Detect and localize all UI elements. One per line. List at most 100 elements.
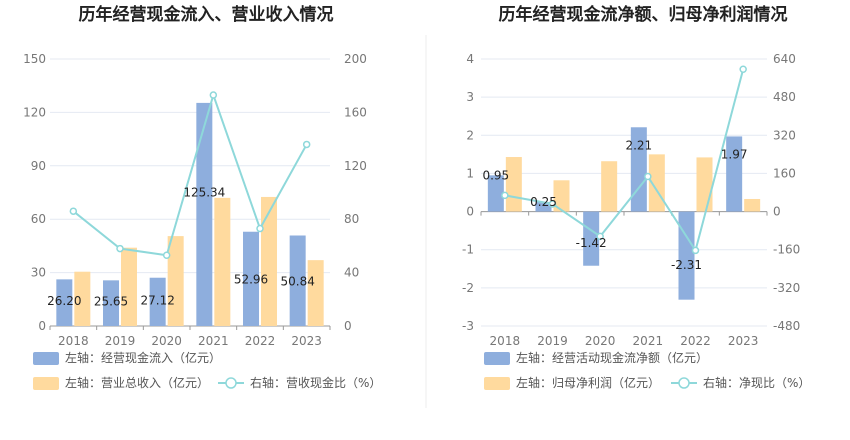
chart1-ratio-point [302, 140, 311, 149]
chart2-ratio-point [691, 246, 700, 255]
chart1-left-tick-label: 0 [38, 319, 46, 333]
chart2-right-tick-label: 160 [773, 166, 796, 180]
chart1-right-tick-label: 0 [344, 319, 352, 333]
chart2-left-tick-label: -2 [462, 281, 474, 295]
chart2-left-tick-label: 4 [466, 52, 474, 66]
chart2-legend-swatch [484, 352, 510, 365]
chart2-bar-primary [535, 202, 552, 212]
chart1-legend-label: 右轴：营收现金比（%） [250, 375, 381, 390]
chart1-bar-primary [149, 277, 166, 326]
chart1-data-label: 125.34 [183, 186, 225, 200]
chart1-x-tick-label: 2018 [58, 334, 89, 348]
chart1-bar-secondary [121, 247, 137, 326]
chart1-data-label: 26.20 [47, 294, 81, 308]
chart1-legend-label: 左轴：营业总收入（亿元） [65, 375, 209, 390]
chart2-ratio-point [501, 191, 509, 200]
chart2-data-label: 0.95 [482, 168, 509, 182]
chart2-ratio-point [596, 232, 604, 241]
chart2-bar-primary [726, 136, 743, 212]
chart2-bar-secondary [744, 198, 761, 212]
chart1-bar-secondary [307, 260, 324, 326]
chart1-legend-swatch [33, 352, 59, 365]
chart1-bar-secondary [167, 236, 184, 326]
chart2-legend-label: 左轴：归母净利润（亿元） [516, 375, 660, 390]
chart2-bar-secondary [696, 157, 713, 212]
chart2-bar-primary [487, 175, 504, 212]
chart2-left-tick-label: -3 [462, 319, 474, 333]
chart2-x-tick-label: 2023 [728, 334, 759, 348]
chart1-ratio-point [116, 244, 124, 253]
chart2-data-label: 1.97 [721, 147, 748, 161]
chart2-ratio-point [739, 65, 747, 74]
chart2-x-tick-label: 2022 [680, 334, 711, 348]
chart2-data-label: -2.31 [671, 258, 702, 272]
chart1-right-tick-label: 120 [344, 159, 367, 173]
chart2-bar-secondary [553, 180, 570, 212]
chart2-left-tick-label: 3 [466, 90, 474, 104]
chart1-x-tick-label: 2022 [245, 334, 276, 348]
chart1-x-tick-label: 2021 [198, 334, 229, 348]
chart2-left-tick-label: 2 [466, 128, 474, 142]
chart2-legend-marker [678, 377, 690, 389]
chart1-ratio-point [209, 91, 218, 99]
chart1-left-tick-label: 60 [31, 212, 46, 226]
chart2-data-label: -1.42 [576, 236, 607, 250]
chart2-left-tick-label: 1 [466, 166, 474, 180]
chart2-x-tick-label: 2020 [585, 334, 616, 348]
chart1-bar-primary [103, 280, 119, 326]
chart2-right-tick-label: 480 [773, 90, 796, 104]
chart2-legend-swatch [484, 377, 510, 390]
chart1-data-label: 25.65 [94, 294, 128, 308]
chart1-title: 历年经营现金流入、营业收入情况 [79, 4, 334, 25]
chart1-data-label: 52.96 [234, 273, 268, 287]
chart1-left-tick-label: 30 [31, 266, 46, 280]
chart1-x-tick-label: 2019 [105, 334, 136, 348]
chart1-ratio-point [69, 207, 78, 215]
chart1-x-tick-label: 2023 [291, 334, 322, 348]
chart1-x-tick-label: 2020 [151, 334, 182, 348]
chart1-legend-marker [225, 377, 237, 389]
chart1-right-tick-label: 80 [344, 212, 359, 226]
chart2-right-tick-label: 640 [773, 52, 796, 66]
chart1-right-tick-label: 40 [344, 266, 359, 280]
chart2-bar-primary [630, 127, 647, 212]
chart2-legend-label: 左轴：经营活动现金流净额（亿元） [516, 350, 708, 365]
chart2-bar-secondary [601, 161, 618, 212]
chart2-right-tick-label: -320 [773, 281, 800, 295]
chart2-legend-label: 右轴：净现比（%） [703, 375, 810, 390]
chart2-ratio-point [644, 172, 652, 181]
chart1-bar-primary [196, 102, 213, 326]
chart1-bar-primary [56, 279, 73, 326]
chart1-bar-secondary [74, 271, 91, 326]
chart1-legend-label: 左轴：经营现金流入（亿元） [65, 350, 221, 365]
chart1-left-tick-label: 120 [23, 105, 46, 119]
chart2-data-label: 2.21 [625, 138, 652, 152]
chart1-ratio-point [162, 251, 171, 259]
chart2-bar-secondary [505, 157, 522, 212]
chart1-right-tick-label: 200 [344, 52, 367, 66]
chart1-data-label: 50.84 [280, 274, 314, 288]
chart2-right-tick-label: 320 [773, 128, 796, 142]
chart1-bar-secondary [214, 197, 231, 326]
chart2-right-tick-label: -480 [773, 319, 800, 333]
chart1-bar-primary [289, 235, 306, 326]
chart2-x-tick-label: 2018 [490, 334, 521, 348]
chart2-right-tick-label: 0 [773, 205, 781, 219]
chart1-bar-secondary [261, 196, 277, 326]
chart1-ratio-point [256, 224, 264, 233]
chart2-right-tick-label: -160 [773, 243, 800, 257]
chart2-left-tick-label: 0 [466, 205, 474, 219]
chart2-ratio-line [504, 68, 745, 253]
chart1-ratio-line [72, 91, 308, 257]
chart1-right-tick-label: 160 [344, 105, 367, 119]
chart2-x-tick-label: 2019 [537, 334, 568, 348]
chart2-left-tick-label: -1 [462, 243, 474, 257]
chart2-data-label: 0.25 [530, 195, 557, 209]
chart1-left-tick-label: 90 [31, 159, 46, 173]
chart2-title: 历年经营现金流净额、归母净利润情况 [499, 4, 788, 25]
chart2-bar-primary [583, 211, 600, 266]
chart1-bar-primary [243, 231, 259, 326]
chart2-x-tick-label: 2021 [633, 334, 664, 348]
